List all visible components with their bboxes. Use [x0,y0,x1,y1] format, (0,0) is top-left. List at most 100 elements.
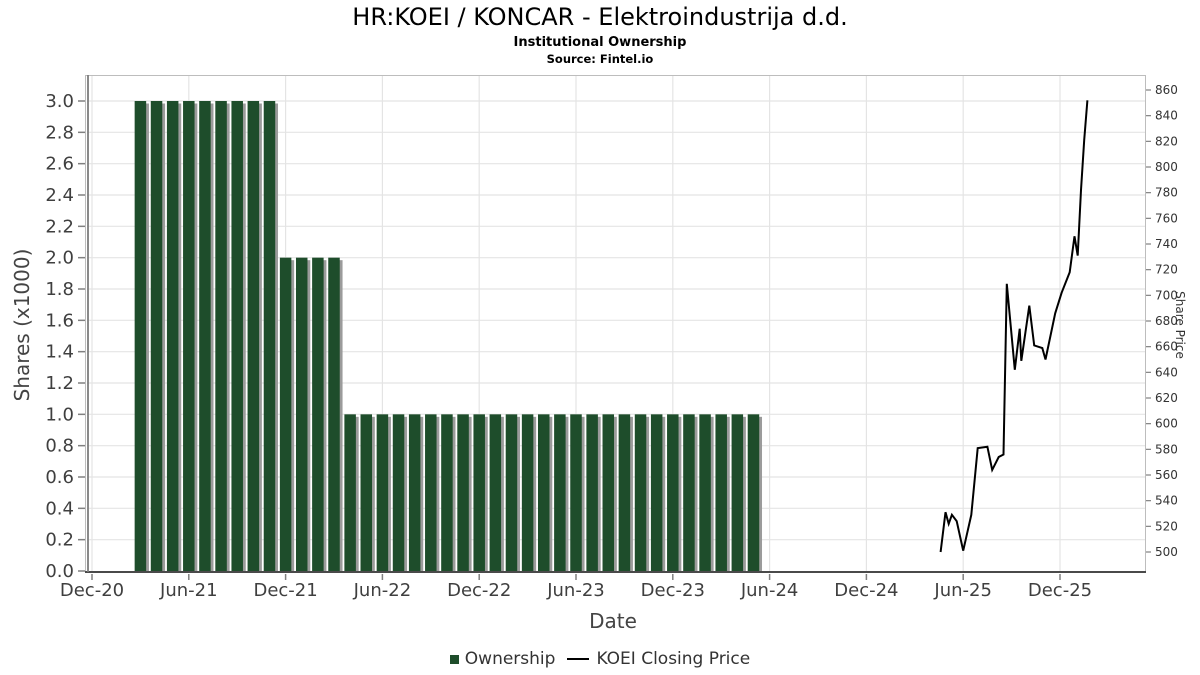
y-right-tick-label: 720 [1155,263,1178,277]
ownership-bar [215,100,227,572]
ownership-bar [602,414,615,571]
y-right-tick-label: 620 [1155,391,1178,405]
ownership-bar [537,414,550,571]
ownership-bars [134,100,763,572]
ownership-bar [650,414,663,571]
y-left-tick-label: 0.2 [45,530,74,551]
ownership-bar [683,414,695,571]
ownership-bar [554,414,566,571]
y-right-tick-label: 560 [1155,468,1178,482]
y-right-tick-label: 500 [1155,545,1178,559]
y-right-tick-label: 840 [1155,109,1178,123]
y-right-tick-label: 820 [1155,134,1178,148]
y-right-tick-label: 800 [1155,160,1178,174]
ownership-bar [618,414,631,571]
page-title: HR:KOEI / KONCAR - Elektroindustrija d.d… [352,3,848,31]
y-right-tick-label: 660 [1155,340,1178,354]
y-right-tick-label: 600 [1155,417,1178,431]
ownership-bar [715,414,727,571]
x-tick-label: Jun-21 [159,580,218,601]
ownership-bar [667,414,679,571]
y-left-ticks-and-labels: 0.0 0.2 0.4 0.6 0.8 1.0 1.2 1.4 1.6 1.8 2.0 2.2 2.4 2… [45,91,85,582]
ownership-bar [199,100,211,572]
ownership-bar [344,414,356,571]
ownership-bar [150,100,163,572]
ownership-bar [747,414,760,571]
ownership-swatch-icon [449,654,459,664]
legend-item-ownership: Ownership [449,649,556,669]
y-right-tick-label: 860 [1155,83,1178,97]
ownership-bar [263,100,276,572]
legend-ownership-label: Ownership [464,649,556,669]
ownership-bar [425,414,437,571]
y-left-tick-label: 0.6 [45,467,74,488]
ownership-bar [699,414,711,571]
ownership-bar [634,414,647,571]
ownership-bar [731,414,744,571]
ownership-bar [166,100,179,572]
ownership-bar [247,100,260,572]
ownership-bar [295,257,308,571]
y-right-tick-label: 740 [1155,237,1178,251]
y-left-tick-label: 2.2 [45,216,74,237]
y-right-tick-label: 700 [1155,288,1178,302]
y-left-tick-label: 1.6 [45,310,74,331]
ownership-bar [360,414,373,571]
ownership-bar [183,100,195,572]
ownership-bar [376,414,389,571]
x-tick-label: Jun-23 [546,580,605,601]
legend-price-label: KOEI Closing Price [596,649,751,669]
x-axis-title: Date [589,609,637,633]
y-right-tick-label: 640 [1155,365,1178,379]
y-right-tick-label: 760 [1155,211,1178,225]
y-left-tick-label: 0.8 [45,436,74,457]
y-left-tick-label: 2.6 [45,154,74,175]
ownership-bar [392,414,405,571]
x-tick-label: Dec-20 [60,580,124,601]
y-right-tick-label: 540 [1155,494,1178,508]
y-left-tick-label: 2.0 [45,248,74,269]
y-left-tick-label: 1.0 [45,404,74,425]
x-ticks-and-labels: Dec-20 Jun-21 Dec-21 Jun-22 Dec-22 Jun-23 Dec-… [60,574,1092,601]
ownership-bar [473,414,485,571]
chart-subtitle: Institutional Ownership [513,35,687,50]
ownership-bar [505,414,518,571]
ownership-bar [521,414,534,571]
y-left-tick-label: 1.8 [45,279,74,300]
y-right-tick-label: 580 [1155,442,1178,456]
y-right-ticks-and-labels: 500 520 540 560 580 600 620 640 660 680 700 720 740 7… [1146,83,1178,559]
x-tick-label: Jun-25 [933,580,992,601]
price-line [939,100,1089,553]
y-left-tick-label: 1.2 [45,373,74,394]
ownership-bar [408,414,421,571]
x-tick-label: Jun-22 [353,580,412,601]
koei-closing-price-line [939,100,1089,553]
x-tick-label: Dec-21 [253,580,317,601]
chart-source: Source: Fintel.io [546,52,654,66]
y-left-tick-label: 0.4 [45,498,74,519]
legend-item-price: KOEI Closing Price [567,649,750,669]
x-tick-label: Dec-23 [641,580,705,601]
y-left-tick-label: 3.0 [45,91,74,112]
ownership-bar [328,257,340,571]
ownership-bar [231,100,243,572]
x-tick-label: Dec-24 [834,580,898,601]
ownership-bar [457,414,469,571]
price-line-swatch-icon [567,658,590,660]
y-left-tick-label: 0.0 [45,561,74,582]
x-tick-label: Dec-25 [1028,580,1092,601]
ownership-bar [570,414,582,571]
x-tick-label: Jun-24 [740,580,799,601]
ownership-bar [441,414,453,571]
ownership-bar [134,100,147,572]
y-right-tick-label: 520 [1155,519,1178,533]
ownership-bar [489,414,502,571]
y-left-tick-label: 2.4 [45,185,74,206]
y-left-tick-label: 1.4 [45,342,74,363]
legend: Ownership KOEI Closing Price [0,649,1200,669]
y-right-axis-title: Share Price [1173,291,1187,359]
ownership-bar [279,257,292,571]
x-tick-label: Dec-22 [447,580,511,601]
